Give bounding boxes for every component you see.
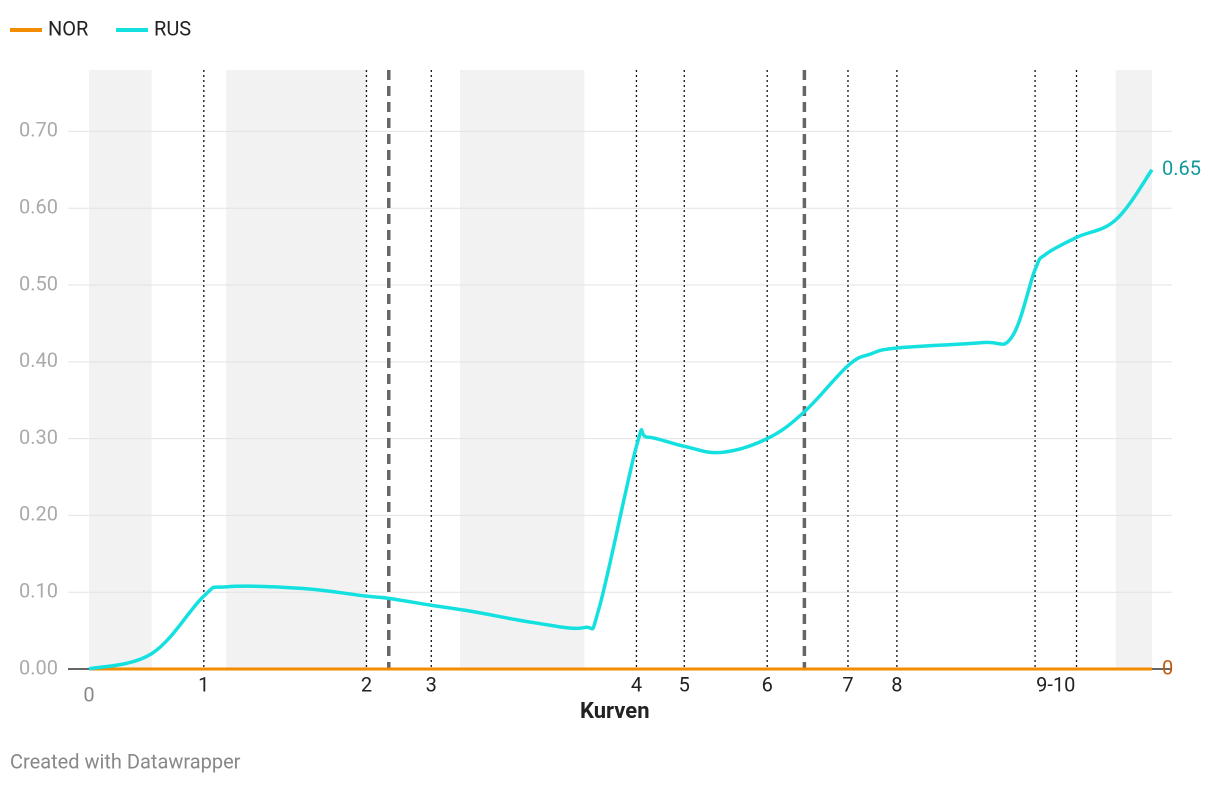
legend-label: NOR	[48, 16, 88, 40]
curve-label: 5	[679, 672, 690, 696]
curve-label: 1	[198, 672, 209, 696]
shaded-range	[1115, 70, 1152, 669]
y-tick-label: 0.40	[19, 348, 58, 372]
y-tick-label: 0.20	[19, 502, 58, 526]
y-tick-label: 0.10	[19, 578, 58, 602]
x-axis-title: Kurven	[580, 699, 650, 724]
curve-label: 7	[842, 672, 853, 696]
end-label: 0	[1162, 655, 1173, 679]
x-tick-label: 0	[83, 682, 94, 706]
curve-label: 3	[426, 672, 437, 696]
curve-label: 4	[631, 672, 642, 696]
y-tick-label: 0.30	[19, 425, 58, 449]
end-label: 0.65	[1162, 156, 1201, 180]
y-tick-label: 0.50	[19, 271, 58, 295]
legend-label: RUS	[154, 16, 191, 40]
curve-label: 6	[762, 672, 773, 696]
shaded-range	[89, 70, 152, 669]
y-tick-label: 0.00	[19, 655, 58, 679]
y-tick-label: 0.60	[19, 195, 58, 219]
shaded-range	[226, 70, 368, 669]
series-line	[88, 168, 1154, 671]
shaded-range	[459, 70, 585, 669]
curve-label: 9-10	[1036, 672, 1075, 696]
curve-label: 2	[361, 672, 372, 696]
curve-label: 8	[891, 672, 902, 696]
footer: Created with Datawrapper	[10, 749, 241, 773]
y-tick-label: 0.70	[19, 118, 58, 142]
